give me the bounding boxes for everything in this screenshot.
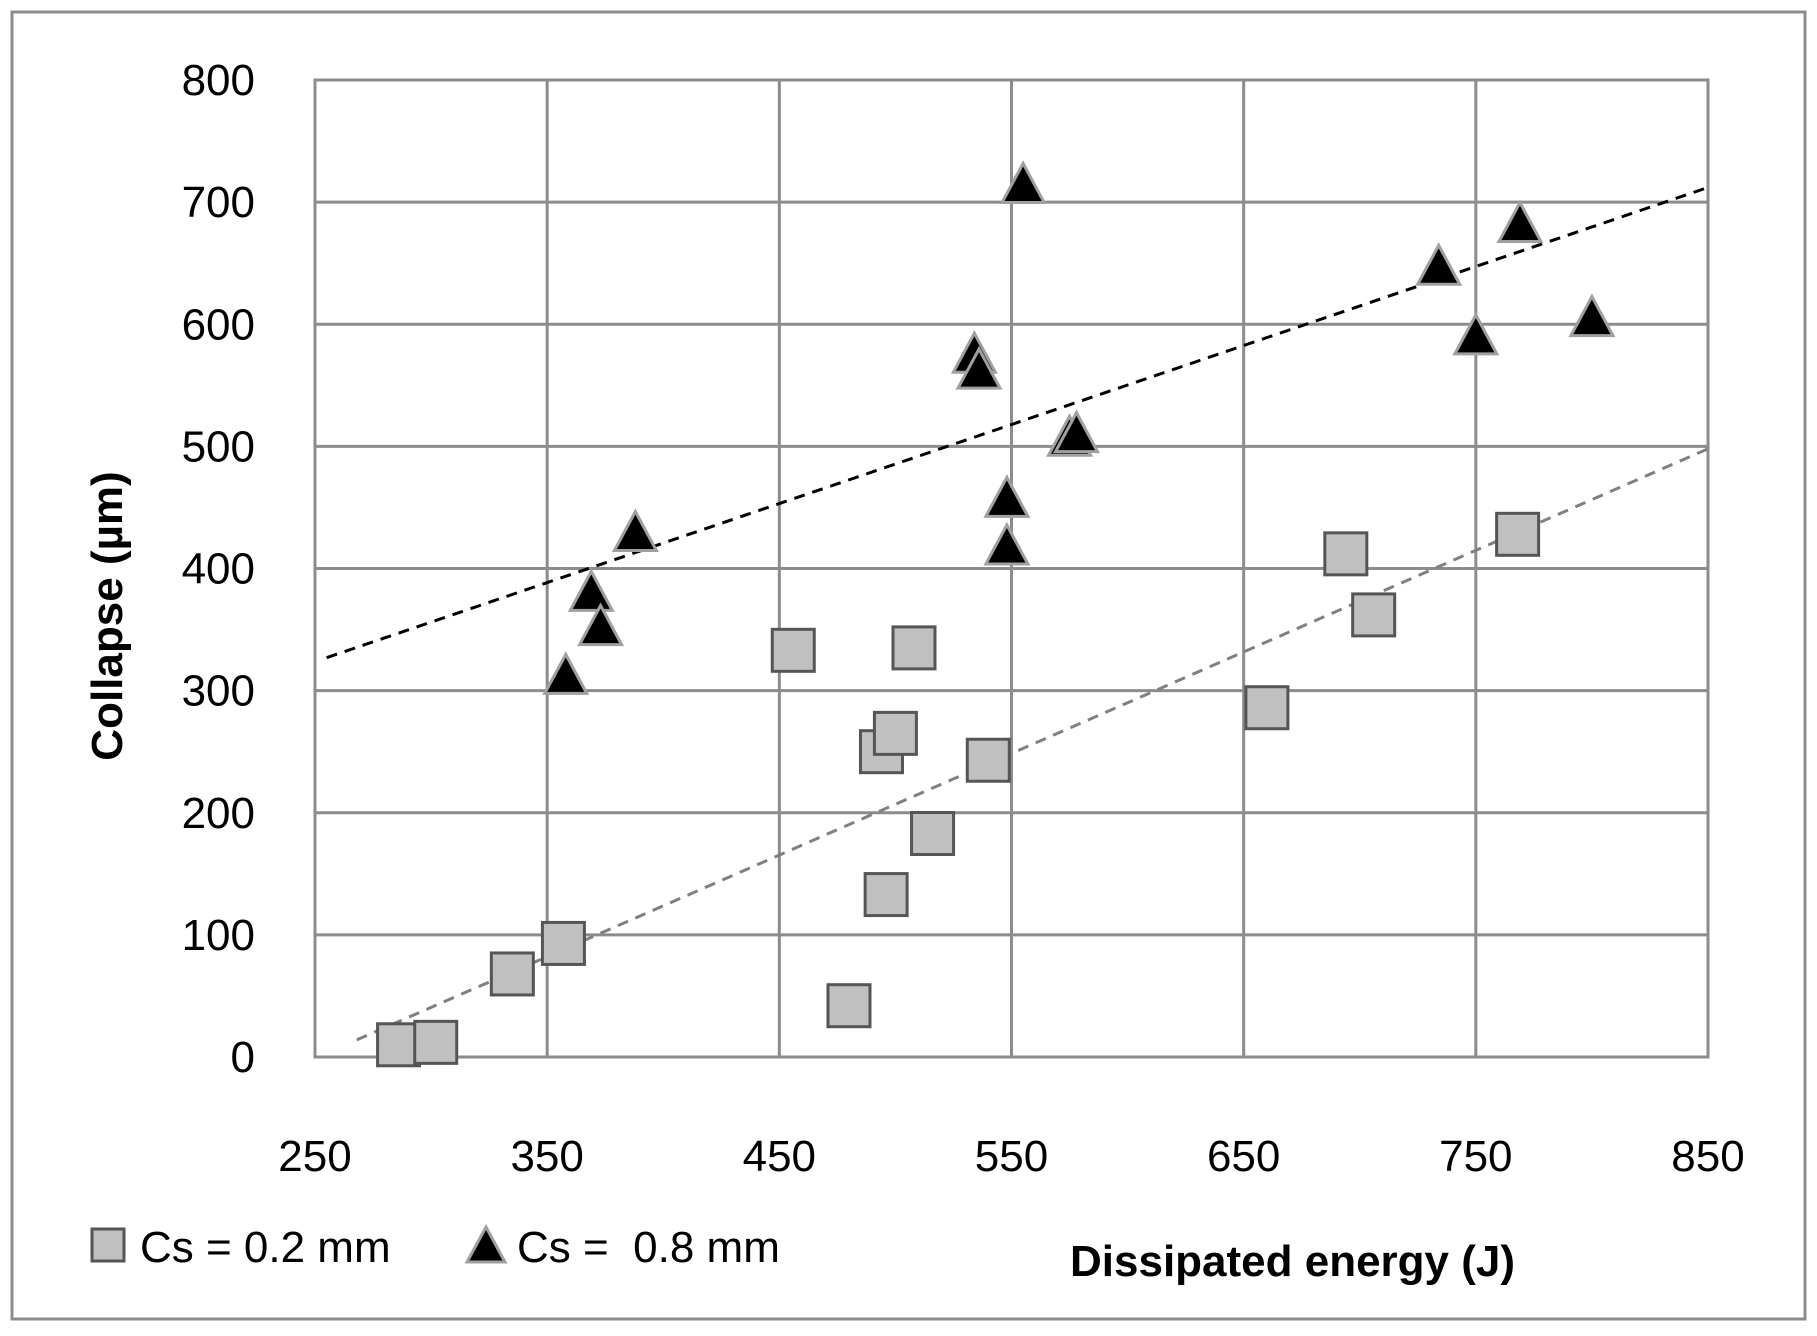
legend: Cs = 0.2 mm Cs = 0.8 mm	[90, 1223, 780, 1272]
triangle-point-7	[983, 521, 1031, 566]
square-point-10	[910, 811, 956, 857]
legend-square-marker	[90, 1227, 126, 1263]
x-axis-title: Dissipated energy (J)	[1070, 1237, 1515, 1286]
series-0-markers	[376, 511, 1541, 1068]
legend-triangle-marker	[464, 1223, 508, 1264]
triangle-point-10	[1052, 409, 1101, 454]
x-tick-label-6: 850	[1671, 1132, 1744, 1181]
square-point-1	[413, 1019, 459, 1065]
legend-item-1: Cs = 0.8 mm	[464, 1223, 780, 1272]
x-tick-label-2: 450	[743, 1132, 816, 1181]
legend-label-0: Cs = 0.2 mm	[140, 1223, 391, 1272]
square-point-11	[965, 737, 1011, 783]
x-tick-label-5: 750	[1439, 1132, 1512, 1181]
square-point-2	[489, 951, 535, 997]
legend-item-0: Cs = 0.2 mm	[90, 1223, 391, 1272]
x-tick-label-4: 650	[1207, 1132, 1280, 1181]
triangle-point-6	[983, 474, 1031, 518]
plot-area-border	[313, 78, 1710, 1059]
square-point-3	[540, 920, 586, 966]
triangle-point-1	[567, 568, 615, 612]
x-tick-label-1: 350	[510, 1132, 583, 1181]
legend-label-1: Cs = 0.8 mm	[517, 1223, 780, 1272]
data-markers	[376, 160, 1616, 1068]
y-tick-label-6: 600	[182, 300, 255, 349]
y-axis-title: Collapse (µm)	[83, 471, 132, 760]
square-point-4	[770, 627, 816, 673]
y-tick-label-8: 800	[182, 56, 255, 105]
trendlines	[326, 186, 1709, 1042]
triangle-point-8	[999, 160, 1047, 204]
triangle-point-5	[955, 345, 1003, 390]
x-tick-labels: 250 350 450 550 650 750 850	[278, 1132, 1744, 1181]
y-tick-labels: 0 100 200 300 400 500 600 700 800	[182, 56, 255, 1082]
y-tick-label-4: 400	[182, 545, 255, 594]
triangle-point-12	[1452, 311, 1500, 356]
trendline-series-1	[326, 186, 1709, 660]
square-point-13	[1323, 531, 1369, 577]
square-point-14	[1351, 592, 1397, 638]
y-tick-label-2: 200	[182, 789, 255, 838]
square-point-5	[826, 983, 872, 1029]
plot-frame	[313, 78, 1710, 1059]
triangle-point-3	[611, 508, 659, 553]
triangle-point-2	[577, 602, 625, 647]
y-tick-label-1: 100	[182, 911, 255, 960]
y-tick-label-0: 0	[231, 1033, 255, 1082]
triangle-point-13	[1496, 199, 1544, 244]
x-tick-label-3: 550	[975, 1132, 1048, 1181]
square-point-12	[1244, 685, 1290, 731]
x-tick-label-0: 250	[278, 1132, 351, 1181]
series-1-markers	[542, 160, 1616, 695]
square-point-15	[1495, 511, 1541, 557]
y-tick-label-7: 700	[182, 178, 255, 227]
triangle-point-11	[1415, 242, 1463, 286]
square-point-9	[891, 625, 937, 671]
square-point-7	[863, 872, 909, 918]
triangle-point-0	[542, 651, 590, 695]
square-point-0	[376, 1022, 422, 1068]
y-tick-label-5: 500	[182, 422, 255, 471]
square-point-8	[872, 710, 918, 756]
y-tick-label-3: 300	[182, 667, 255, 716]
triangle-point-14	[1568, 293, 1616, 338]
